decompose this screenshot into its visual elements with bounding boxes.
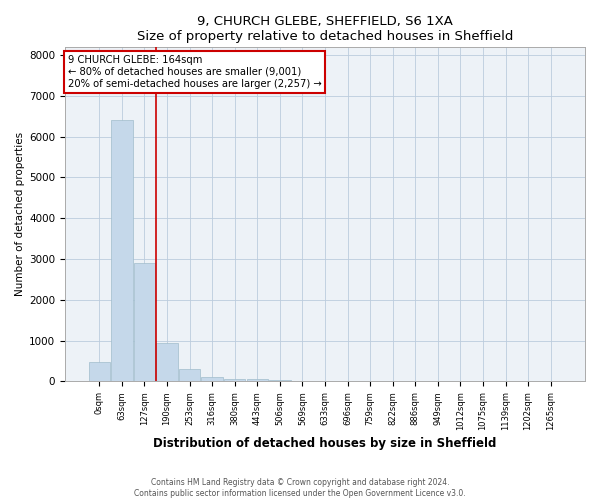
- Bar: [179, 368, 200, 382]
- Bar: [111, 120, 133, 382]
- Bar: [89, 362, 110, 382]
- Title: 9, CHURCH GLEBE, SHEFFIELD, S6 1XA
Size of property relative to detached houses : 9, CHURCH GLEBE, SHEFFIELD, S6 1XA Size …: [137, 15, 513, 43]
- Bar: [224, 379, 245, 382]
- Y-axis label: Number of detached properties: Number of detached properties: [15, 132, 25, 296]
- Text: Contains HM Land Registry data © Crown copyright and database right 2024.
Contai: Contains HM Land Registry data © Crown c…: [134, 478, 466, 498]
- Bar: [247, 380, 268, 382]
- Bar: [269, 380, 290, 382]
- X-axis label: Distribution of detached houses by size in Sheffield: Distribution of detached houses by size …: [154, 437, 497, 450]
- Bar: [134, 263, 155, 382]
- Text: 9 CHURCH GLEBE: 164sqm
← 80% of detached houses are smaller (9,001)
20% of semi-: 9 CHURCH GLEBE: 164sqm ← 80% of detached…: [68, 56, 322, 88]
- Bar: [202, 377, 223, 382]
- Bar: [157, 342, 178, 382]
